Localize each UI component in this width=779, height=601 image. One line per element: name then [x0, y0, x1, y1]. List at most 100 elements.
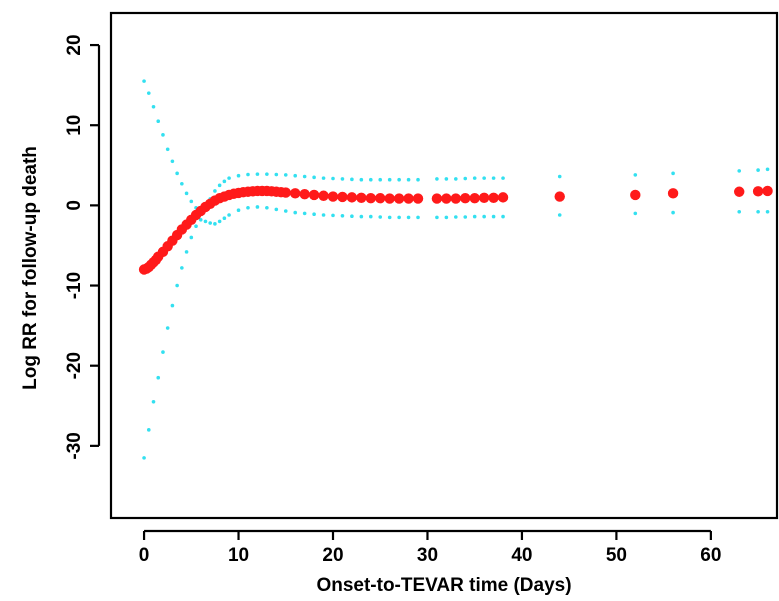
upper-ci-point	[180, 181, 184, 186]
lower-ci-point	[378, 215, 383, 219]
x-tick-label: 30	[417, 545, 438, 566]
upper-ci-point	[406, 177, 411, 182]
lower-ci-point	[194, 224, 198, 229]
upper-ci-point	[170, 159, 175, 164]
estimate-point	[346, 192, 358, 203]
estimate-point	[450, 193, 462, 204]
upper-ci-point	[501, 176, 505, 180]
lower-ci-point	[175, 283, 179, 288]
lower-ci-point	[463, 215, 468, 219]
upper-ci-point	[293, 173, 298, 178]
upper-ci-point	[184, 191, 189, 196]
lower-ci-point	[198, 218, 203, 222]
lower-ci-point	[472, 214, 477, 219]
estimate-point	[630, 189, 641, 201]
upper-ci-point	[146, 91, 151, 95]
y-tick-label: 20	[64, 34, 85, 55]
estimate-point	[290, 188, 301, 199]
lower-ci-point	[165, 326, 170, 330]
y-axis-title: Log RR for follow-up death	[20, 146, 41, 390]
lower-ci-point	[765, 209, 770, 214]
lower-ci-point	[756, 209, 760, 214]
estimate-point	[431, 193, 443, 204]
upper-ci-point	[222, 179, 227, 184]
upper-ci-point	[151, 104, 156, 109]
x-tick-label: 20	[322, 545, 343, 566]
lower-ci-point	[274, 207, 279, 212]
x-tick-label: 50	[606, 545, 627, 566]
lower-ci-point	[312, 212, 316, 216]
x-axis-title: Onset-to-TEVAR time (Days)	[316, 575, 571, 596]
estimate-points	[138, 185, 773, 275]
upper-ci-point	[312, 175, 316, 180]
lower-ci-point	[203, 219, 208, 224]
upper-ci-point	[397, 177, 401, 182]
estimate-point	[734, 186, 745, 197]
lower-ci-point	[283, 209, 288, 213]
estimate-point	[365, 192, 376, 204]
x-tick-label: 40	[511, 545, 532, 566]
upper-ci-point	[557, 174, 562, 179]
estimate-point	[327, 191, 339, 202]
estimate-point	[308, 189, 320, 201]
lower-ci-point	[156, 375, 161, 380]
upper-ci-point	[331, 176, 335, 181]
confidence-interval-points	[142, 79, 770, 460]
upper-ci-point	[435, 177, 439, 181]
upper-ci-point	[756, 168, 760, 172]
estimate-point	[497, 192, 509, 203]
estimate-point	[554, 191, 565, 202]
upper-ci-point	[737, 169, 742, 173]
estimate-point	[441, 193, 452, 204]
upper-ci-point	[350, 177, 354, 182]
lower-ci-point	[142, 456, 146, 460]
lower-ci-point	[208, 221, 212, 225]
estimate-point	[375, 192, 386, 204]
lower-ci-point	[368, 214, 373, 219]
upper-ci-point	[454, 177, 458, 181]
lower-ci-point	[359, 214, 364, 219]
estimate-point	[752, 186, 764, 197]
lower-ci-point	[671, 210, 675, 215]
lower-ci-point	[227, 213, 231, 217]
lower-ci-point	[222, 216, 227, 221]
estimate-point	[337, 191, 348, 203]
upper-ci-point	[274, 172, 279, 177]
upper-ci-point	[175, 171, 179, 176]
lower-ci-point	[435, 215, 439, 220]
lower-ci-point	[737, 209, 742, 214]
y-axis: -30 -20 -10 0 10 20	[64, 34, 101, 460]
lower-ci-point	[331, 213, 335, 218]
estimate-point	[762, 185, 773, 197]
lower-ci-point	[397, 215, 401, 220]
upper-ci-point	[142, 79, 146, 83]
upper-ci-point	[156, 119, 161, 124]
lower-ci-point	[293, 210, 298, 215]
y-tick-label: -10	[64, 272, 85, 299]
upper-ci-point	[340, 177, 345, 181]
lower-ci-point	[189, 235, 194, 240]
upper-ci-point	[217, 183, 222, 188]
upper-ci-point	[213, 189, 217, 193]
upper-ci-point	[472, 176, 477, 180]
upper-ci-point	[302, 174, 307, 179]
estimate-point	[478, 192, 490, 203]
lower-ci-point	[340, 214, 345, 218]
estimate-point	[488, 192, 499, 203]
estimate-point	[384, 193, 395, 204]
lower-ci-point	[236, 208, 241, 212]
lower-ci-point	[501, 214, 505, 219]
lower-ci-point	[416, 215, 420, 220]
lower-ci-point	[350, 214, 354, 219]
upper-ci-point	[161, 133, 165, 137]
estimate-point	[299, 188, 310, 200]
estimate-point	[318, 190, 329, 201]
y-tick-label: -20	[64, 352, 85, 379]
upper-ci-point	[283, 173, 288, 177]
y-tick-label: 0	[64, 200, 85, 211]
upper-ci-point	[255, 172, 260, 176]
upper-ci-point	[463, 176, 468, 181]
upper-ci-point	[765, 167, 770, 172]
lower-ci-point	[454, 215, 458, 219]
lower-ci-point	[151, 399, 156, 404]
